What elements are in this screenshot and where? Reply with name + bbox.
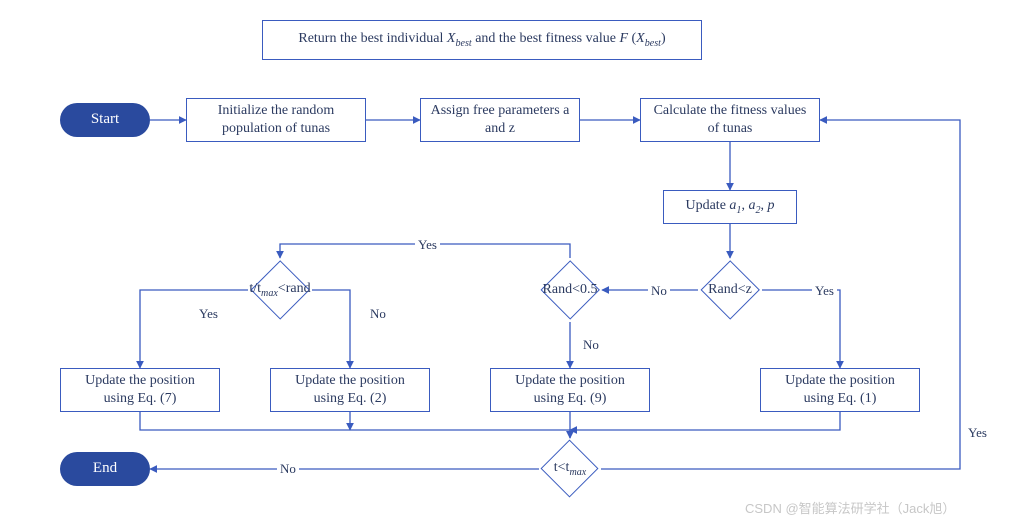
node-eq1: Update the position using Eq. (1) <box>760 368 920 412</box>
node-rand_z: Rand<z <box>700 260 760 320</box>
node-label: Update the position using Eq. (9) <box>499 372 641 408</box>
node-label: Initialize the random population of tuna… <box>195 102 357 138</box>
node-rand_05: Rand<0.5 <box>540 260 600 320</box>
node-eq2: Update the position using Eq. (2) <box>270 368 430 412</box>
node-eq7: Update the position using Eq. (7) <box>60 368 220 412</box>
node-label: Update the position using Eq. (1) <box>769 372 911 408</box>
watermark-text: CSDN @智能算法研学社（Jack旭） <box>745 498 955 517</box>
node-init: Initialize the random population of tuna… <box>186 98 366 142</box>
node-t_lt_tmax: t<tmax <box>541 440 599 498</box>
node-label: Assign free parameters a and z <box>429 102 571 138</box>
edge-label-no: No <box>580 337 602 353</box>
node-label: Return the best individual Xbest and the… <box>298 30 665 50</box>
edge-eq1-t_lt_tmax <box>570 412 840 430</box>
node-label: Rand<0.5 <box>543 281 598 299</box>
edge-label-yes: Yes <box>965 425 990 441</box>
edge-label-no: No <box>367 306 389 322</box>
node-label: Update a1, a2, p <box>685 197 774 217</box>
node-end: End <box>60 452 150 486</box>
node-label: End <box>93 459 117 479</box>
edge-label-yes: Yes <box>196 306 221 322</box>
edges-layer <box>0 0 1010 517</box>
node-label: Start <box>91 110 119 130</box>
edge-label-yes: Yes <box>415 237 440 253</box>
edge-eq7-t_lt_tmax <box>140 412 570 438</box>
edge-t_tmax_rand-eq7 <box>140 290 248 368</box>
node-label: Update the position using Eq. (2) <box>279 372 421 408</box>
edge-rand_z-eq1 <box>762 290 840 368</box>
node-assign: Assign free parameters a and z <box>420 98 580 142</box>
node-top_return: Return the best individual Xbest and the… <box>262 20 702 60</box>
node-label: Rand<z <box>708 281 752 299</box>
node-label: t<tmax <box>554 459 586 479</box>
node-update_a: Update a1, a2, p <box>663 190 797 224</box>
node-eq9: Update the position using Eq. (9) <box>490 368 650 412</box>
node-t_tmax_rand: t/tmax<rand <box>250 260 310 320</box>
edge-label-yes: Yes <box>812 283 837 299</box>
node-label: t/tmax<rand <box>249 280 310 300</box>
node-start: Start <box>60 103 150 137</box>
edge-label-no: No <box>277 461 299 477</box>
node-label: Update the position using Eq. (7) <box>69 372 211 408</box>
node-fitness: Calculate the fitness values of tunas <box>640 98 820 142</box>
edge-t_tmax_rand-eq2 <box>312 290 350 368</box>
edge-label-no: No <box>648 283 670 299</box>
node-label: Calculate the fitness values of tunas <box>649 102 811 138</box>
